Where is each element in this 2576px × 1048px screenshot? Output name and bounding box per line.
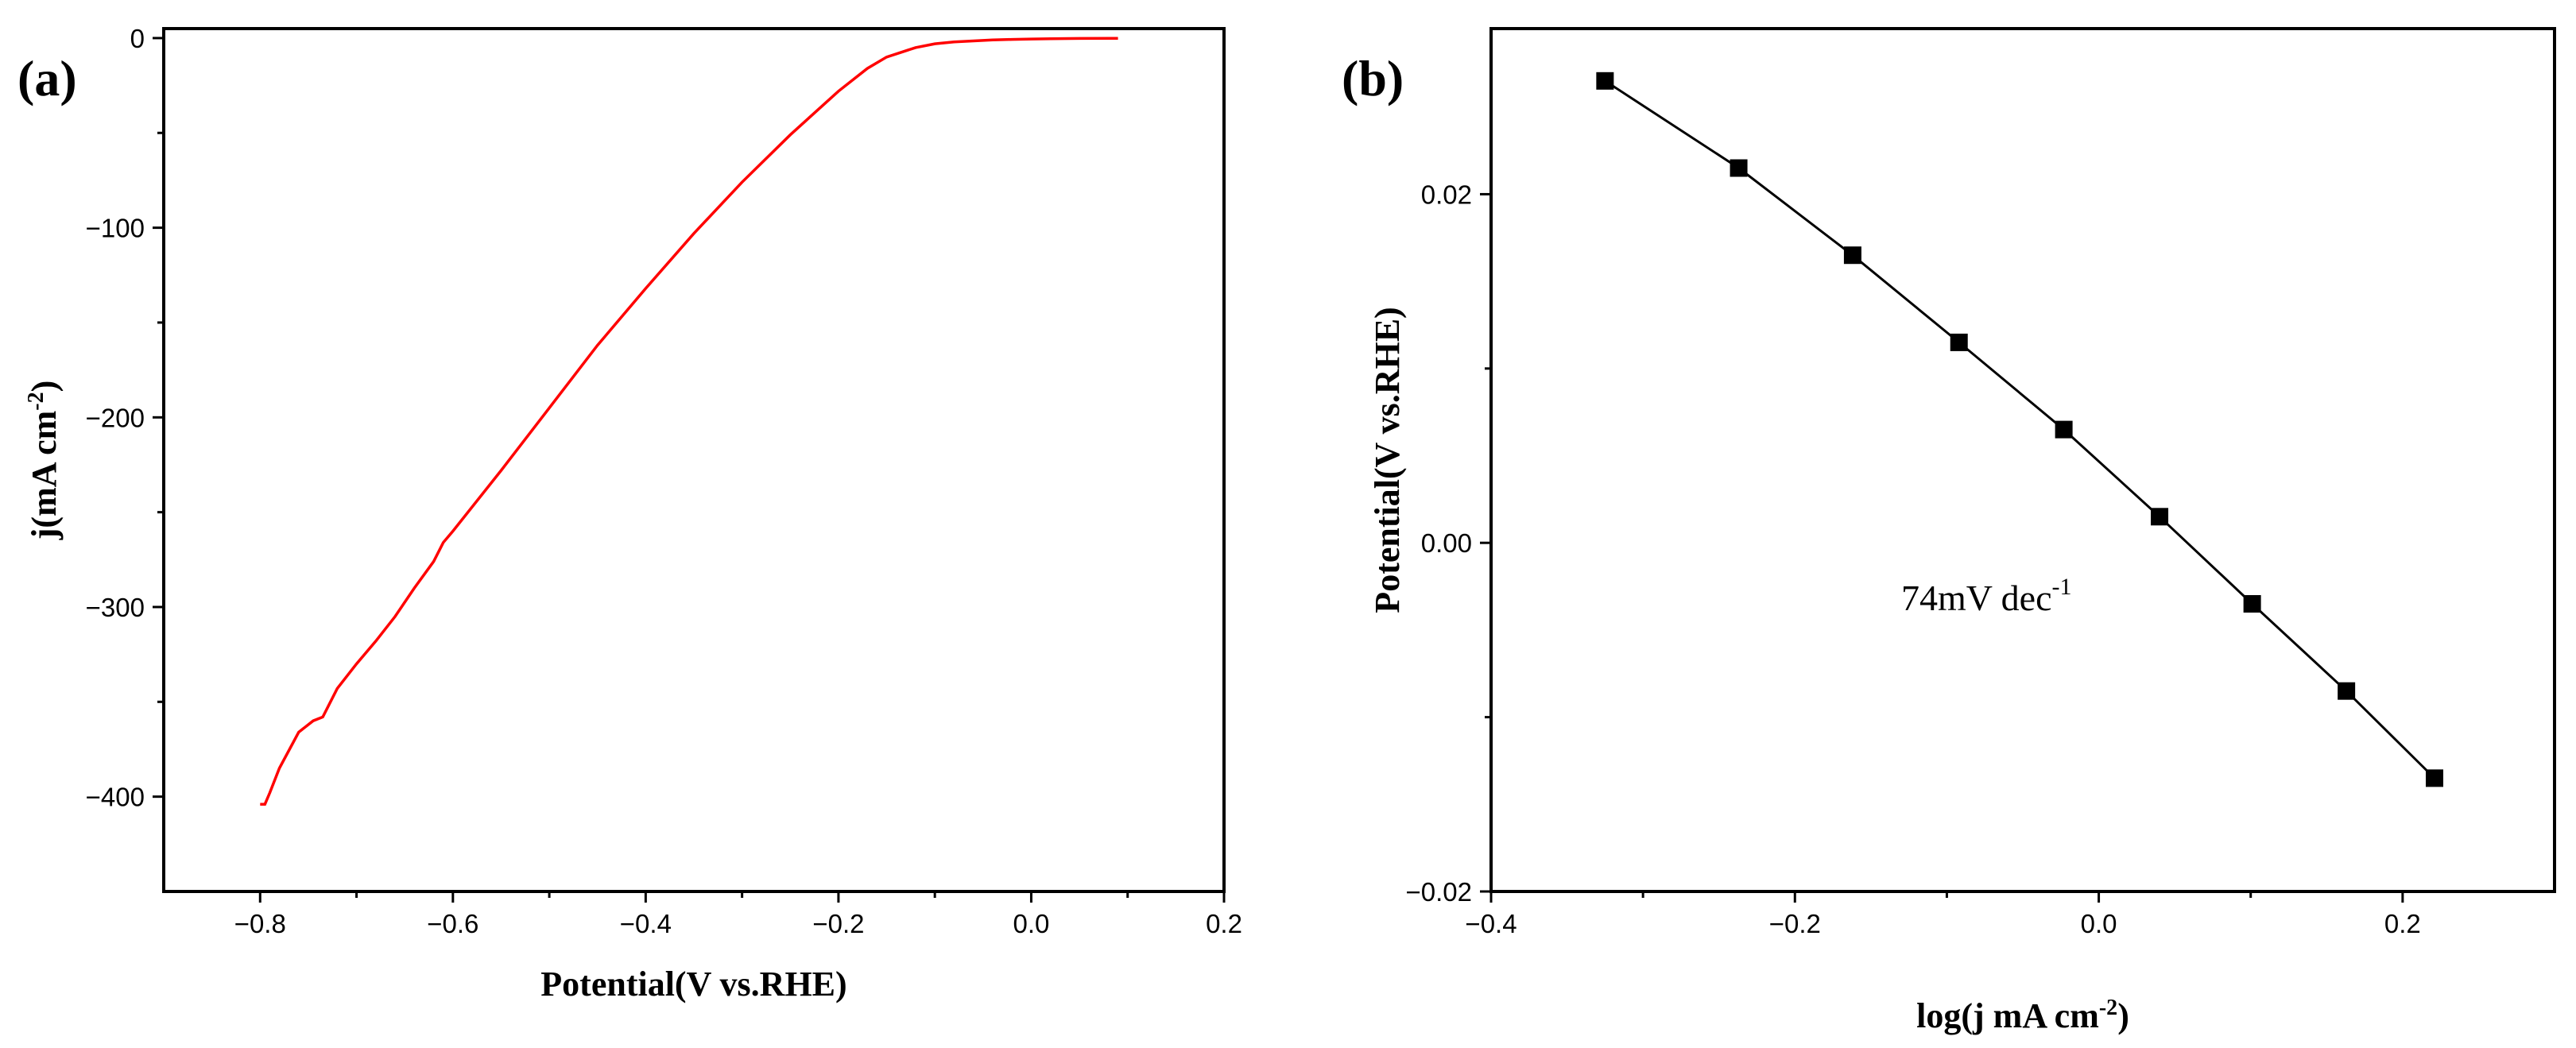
x-tick-label: −0.6 — [427, 909, 478, 938]
panel-b-x-axis-title-sup: -2 — [2099, 996, 2117, 1020]
data-point — [2338, 682, 2356, 700]
panel-a-x-ticks: −0.8 −0.6 −0.4 −0.2 0.0 0.2 — [234, 891, 1242, 938]
data-point — [2055, 420, 2073, 439]
panel-b-slope-annotation: 74mV dec-1 — [1901, 574, 2072, 618]
panel-a-x-axis-title: Potential(V vs.RHE) — [540, 965, 846, 1004]
data-point — [2243, 595, 2261, 613]
panel-a-y-axis-title-close: ) — [25, 381, 64, 393]
x-tick-label: −0.4 — [620, 909, 672, 938]
panel-a-y-ticks: 0 −100 −200 −300 −400 — [86, 24, 164, 812]
panel-a-label: (a) — [17, 50, 77, 106]
x-tick-label: 0.2 — [1206, 909, 1242, 938]
y-tick-label: −300 — [86, 593, 145, 622]
x-tick-label: −0.2 — [1769, 909, 1821, 938]
panel-a-lsv-curve — [260, 37, 1118, 806]
y-tick-label: 0 — [130, 24, 145, 53]
panel-b-fit-line — [1604, 79, 2436, 779]
y-tick-label: −100 — [86, 214, 145, 243]
x-tick-label: 0.2 — [2384, 909, 2421, 938]
y-tick-label: −0.02 — [1406, 877, 1473, 907]
y-tick-label: 0.00 — [1421, 528, 1472, 558]
y-tick-label: 0.02 — [1421, 180, 1472, 209]
panel-a-y-axis-title-main: j(mA cm — [25, 411, 64, 541]
y-tick-label: −400 — [86, 783, 145, 812]
data-point — [1843, 246, 1861, 265]
y-tick-label: −200 — [86, 403, 145, 432]
panel-b-label: (b) — [1342, 50, 1404, 106]
x-tick-label: −0.8 — [234, 909, 286, 938]
panel-a-y-axis-title: j(mA cm-2) — [24, 381, 64, 540]
x-tick-label: −0.4 — [1465, 909, 1517, 938]
panel-b-x-ticks: −0.4 −0.2 0.0 0.2 — [1465, 891, 2421, 938]
panel-b-x-axis-title-main: log(j mA cm — [1916, 996, 2099, 1035]
panel-b: (b) −0.4 −0.2 0.0 0.2 0.02 0.00 −0.02 74mV de… — [1342, 27, 2556, 1035]
data-point — [1596, 72, 1614, 90]
x-tick-label: 0.0 — [2081, 909, 2117, 938]
panel-b-slope-main: 74mV dec — [1901, 578, 2052, 618]
panel-b-y-ticks: 0.02 0.00 −0.02 — [1406, 180, 1491, 907]
panel-a: (a) −0.8 −0.6 −0.4 −0.2 0.0 0.2 0 −100 −200 −300… — [17, 24, 1242, 1004]
panel-b-points — [1596, 72, 2443, 787]
panel-a-y-axis-title-sup: -2 — [24, 392, 48, 410]
panel-b-slope-sup: -1 — [2052, 574, 2072, 600]
x-tick-label: −0.2 — [812, 909, 864, 938]
panel-b-x-axis-title: log(j mA cm-2) — [1916, 996, 2129, 1035]
data-point — [1730, 159, 1748, 177]
panel-b-x-axis-title-close: ) — [2117, 996, 2129, 1035]
data-point — [2151, 508, 2169, 526]
panel-b-frame — [1489, 27, 2556, 893]
x-tick-label: 0.0 — [1013, 909, 1050, 938]
data-point — [1950, 333, 1968, 351]
data-point — [2425, 769, 2443, 787]
panel-a-frame — [162, 27, 1226, 893]
panel-b-y-axis-title: Potential(V vs.RHE) — [1368, 307, 1407, 613]
